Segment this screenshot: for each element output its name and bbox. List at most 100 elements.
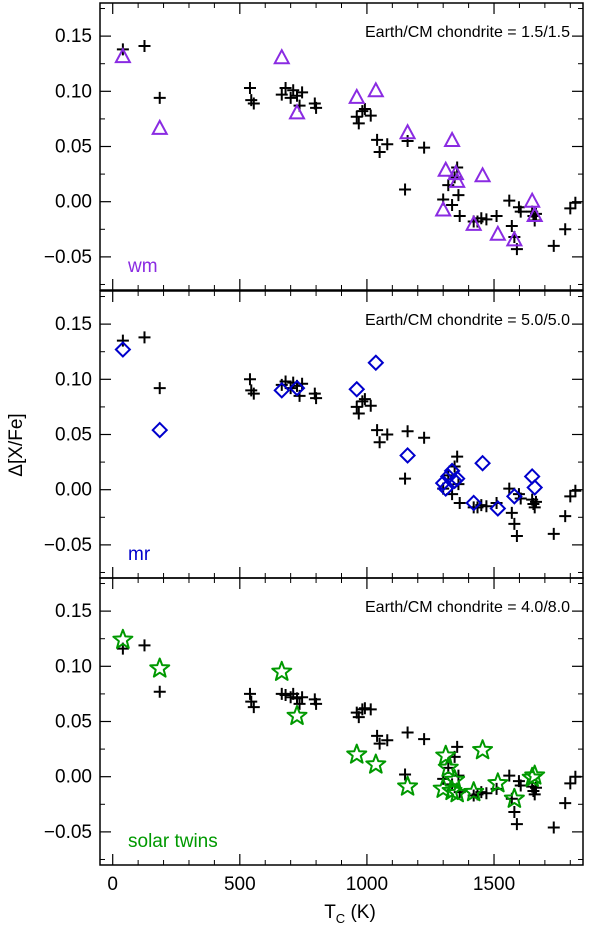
y-tick-label: 0.15 <box>55 314 92 335</box>
triangle-marker <box>151 118 169 135</box>
diamond-marker <box>399 447 417 464</box>
y-tick-label: 0.10 <box>55 656 92 677</box>
plus-marker <box>401 726 414 739</box>
triangle-marker <box>273 48 291 65</box>
plus-marker <box>373 737 386 750</box>
plus-marker <box>247 97 260 110</box>
y-tick-label: 0.05 <box>55 137 92 158</box>
plus-marker <box>399 768 412 781</box>
plus-marker <box>503 769 516 782</box>
diamond-marker <box>465 494 483 512</box>
star-marker <box>524 764 546 785</box>
plus-marker <box>371 133 384 146</box>
x-axis-label-main: T <box>324 902 336 923</box>
diamond-marker <box>348 380 366 398</box>
plus-marker <box>358 102 371 115</box>
x-tick-label: 1000 <box>346 874 388 895</box>
series-diamond <box>114 341 544 517</box>
triangle-marker <box>367 81 385 98</box>
triangle-marker <box>448 171 466 188</box>
plus-marker <box>508 517 521 530</box>
plus-marker <box>514 205 527 218</box>
plus-marker <box>243 687 256 700</box>
panel-tag: mr <box>128 544 151 565</box>
plus-marker <box>279 689 292 702</box>
plus-marker <box>245 695 258 708</box>
plus-marker <box>356 105 369 118</box>
x-axis-label-subscript: C <box>336 911 345 926</box>
plus-marker <box>490 210 503 223</box>
x-tick-label: 1500 <box>473 874 515 895</box>
plus-marker <box>247 701 260 714</box>
y-tick-label: 0.15 <box>55 601 92 622</box>
y-axis-label: Δ[X/Fe] <box>6 413 27 476</box>
x-axis-label: TC (K) <box>324 902 376 926</box>
plus-marker <box>559 797 572 810</box>
plus-marker <box>293 697 306 710</box>
star-marker <box>503 787 525 808</box>
y-tick-label: −0.05 <box>44 822 92 843</box>
plus-marker <box>296 377 309 390</box>
diamond-marker <box>367 354 385 372</box>
plus-marker <box>508 806 521 819</box>
plus-marker <box>475 212 488 225</box>
plus-marker <box>310 101 323 114</box>
plus-marker <box>503 194 516 207</box>
triangle-marker <box>288 103 306 120</box>
diamond-marker <box>439 468 457 485</box>
plus-marker <box>569 196 582 209</box>
triangle-marker <box>114 46 132 64</box>
plus-marker <box>503 482 516 495</box>
plus-marker <box>350 110 363 123</box>
panel-tag: wm <box>127 256 158 277</box>
y-tick-label: −0.05 <box>44 247 92 268</box>
plus-marker <box>547 527 560 540</box>
plus-marker <box>116 334 129 347</box>
plus-marker <box>547 821 560 834</box>
y-tick-label: 0.15 <box>55 26 92 47</box>
triangle-marker <box>398 123 417 140</box>
star-marker <box>149 657 171 678</box>
triangle-marker <box>465 214 483 231</box>
triangle-marker <box>443 130 461 147</box>
diamond-marker <box>448 470 466 488</box>
plus-marker <box>371 729 384 742</box>
diamond-marker <box>114 341 132 358</box>
triangle-marker <box>526 205 544 223</box>
plus-marker <box>505 219 518 232</box>
plus-marker <box>381 138 394 151</box>
panel-middle: −0.05 0.00 0.05 0.10 0.15 Earth/CM chondrite … <box>44 290 584 579</box>
plus-marker <box>364 109 377 122</box>
plus-marker <box>564 490 577 503</box>
plus-marker <box>505 506 518 519</box>
x-tick-labels: 0 500 1000 1500 <box>107 874 515 895</box>
plus-marker <box>373 436 386 449</box>
star-marker <box>112 628 134 649</box>
plus-marker <box>399 183 412 196</box>
plus-marker <box>358 702 371 715</box>
plus-marker <box>446 199 459 212</box>
plus-marker <box>352 117 365 130</box>
plus-marker <box>528 501 541 514</box>
plus-marker <box>569 484 582 497</box>
y-tick-label: 0.00 <box>55 192 92 213</box>
series-plus <box>116 639 582 834</box>
triangle-marker <box>437 160 455 177</box>
plus-marker <box>358 393 371 406</box>
plus-marker <box>418 141 431 154</box>
plus-marker <box>514 779 527 792</box>
triangle-marker <box>505 230 524 247</box>
diamond-marker <box>505 487 523 505</box>
plus-marker <box>564 777 577 790</box>
star-marker <box>346 743 368 764</box>
star-marker <box>463 781 485 802</box>
star-marker <box>365 753 387 774</box>
x-tick-label: 500 <box>224 874 256 895</box>
plus-marker <box>364 703 377 716</box>
triangle-marker <box>348 87 366 104</box>
plus-marker <box>352 711 365 724</box>
plus-marker <box>153 382 166 395</box>
star-marker <box>437 756 459 777</box>
plus-marker <box>352 407 365 420</box>
